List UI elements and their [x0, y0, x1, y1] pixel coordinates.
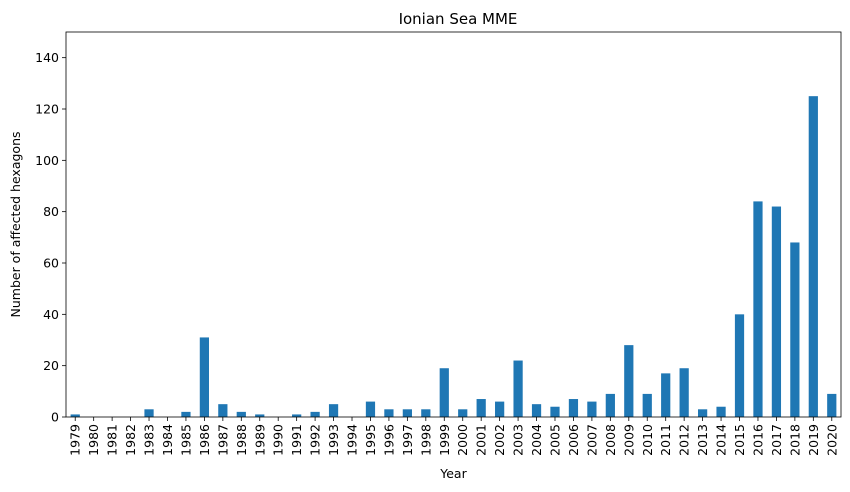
x-tick-label: 1993 — [326, 424, 341, 456]
x-tick-label: 2005 — [547, 424, 562, 456]
x-tick-label: 1989 — [252, 424, 267, 456]
bar-1991 — [292, 414, 302, 417]
x-tick-label: 2020 — [824, 424, 839, 456]
x-axis: 1979 1980 1981 1982 1983 1984 1985 1986 1987 1988… — [68, 417, 839, 456]
x-tick-label: 1994 — [345, 424, 360, 456]
y-axis-label: Number of affected hexagons — [8, 131, 23, 317]
bar-2009 — [624, 345, 634, 417]
bar-2002 — [495, 401, 505, 417]
x-tick-label: 1982 — [123, 424, 138, 456]
bar-1996 — [384, 409, 394, 417]
bar-2010 — [642, 393, 652, 417]
bar-2014 — [716, 406, 726, 417]
plot-frame — [65, 31, 842, 418]
bar-2007 — [587, 401, 597, 417]
bar-2001 — [476, 399, 486, 417]
x-tick-label: 1997 — [400, 424, 415, 456]
bar-1979 — [70, 414, 80, 417]
y-tick-label: 0 — [51, 410, 59, 425]
x-tick-label: 1979 — [68, 424, 83, 456]
x-tick-label: 1998 — [418, 424, 433, 456]
x-tick-label: 1999 — [437, 424, 452, 456]
x-tick-label: 2002 — [492, 424, 507, 456]
x-tick-label: 2003 — [511, 424, 526, 456]
x-tick-label: 2012 — [677, 424, 692, 456]
x-tick-label: 1996 — [381, 424, 396, 456]
bar-1985 — [181, 411, 191, 417]
bar-1992 — [310, 411, 320, 417]
x-tick-label: 2017 — [769, 424, 784, 456]
x-tick-label: 1984 — [160, 424, 175, 456]
bar-2015 — [734, 314, 745, 417]
bar-2003 — [513, 360, 523, 417]
bar-2017 — [771, 206, 782, 417]
x-tick-label: 2009 — [621, 424, 636, 456]
chart-title: Ionian Sea MME — [399, 10, 518, 28]
bar-1983 — [144, 409, 154, 417]
y-tick-label: 80 — [43, 204, 59, 219]
x-tick-label: 2006 — [566, 424, 581, 456]
x-tick-label: 2019 — [806, 424, 821, 456]
bar-2018 — [790, 242, 800, 417]
x-tick-label: 1985 — [178, 424, 193, 456]
bar-1997 — [402, 409, 412, 417]
bar-1988 — [236, 411, 246, 417]
bar-1986 — [199, 337, 210, 417]
x-tick-label: 1981 — [105, 424, 120, 456]
y-tick-label: 120 — [35, 102, 59, 117]
x-tick-label: 2004 — [529, 424, 544, 456]
bar-2019 — [808, 96, 818, 418]
x-tick-label: 2000 — [455, 424, 470, 456]
bar-1993 — [328, 404, 339, 417]
x-tick-label: 2014 — [714, 424, 729, 456]
x-tick-label: 1995 — [363, 424, 378, 456]
bars-group — [70, 96, 837, 418]
x-tick-label: 2016 — [750, 424, 765, 456]
x-tick-label: 1986 — [197, 424, 212, 456]
bar-2020 — [827, 393, 837, 417]
x-tick-label: 2007 — [584, 424, 599, 456]
x-tick-label: 1987 — [215, 424, 230, 456]
x-tick-label: 2013 — [695, 424, 710, 456]
bar-1999 — [439, 368, 449, 417]
y-tick-label: 60 — [43, 256, 59, 271]
bar-1987 — [218, 404, 228, 417]
x-tick-label: 1980 — [86, 424, 101, 456]
bar-2004 — [531, 404, 542, 417]
bar-2011 — [661, 373, 671, 417]
bar-1989 — [255, 414, 265, 417]
x-tick-label: 1983 — [142, 424, 157, 456]
bar-2016 — [753, 201, 763, 417]
x-tick-label: 1991 — [289, 424, 304, 456]
y-tick-label: 20 — [43, 358, 59, 373]
y-axis: 0 20 40 60 80 100 120 140 — [35, 50, 66, 425]
y-tick-label: 140 — [35, 50, 59, 65]
x-tick-label: 2011 — [658, 424, 673, 456]
x-tick-label: 2015 — [732, 424, 747, 456]
bar-2006 — [568, 399, 579, 417]
bar-2013 — [697, 409, 708, 417]
x-tick-label: 2010 — [640, 424, 655, 456]
bar-2012 — [679, 368, 689, 417]
bar-1998 — [421, 409, 431, 417]
x-tick-label: 2008 — [603, 424, 618, 456]
bar-2000 — [458, 409, 468, 417]
x-tick-label: 2018 — [787, 424, 802, 456]
x-tick-label: 1988 — [234, 424, 249, 456]
y-tick-label: 40 — [43, 307, 59, 322]
y-tick-label: 100 — [35, 153, 59, 168]
x-tick-label: 1992 — [308, 424, 323, 456]
bar-2005 — [550, 406, 560, 417]
bar-1995 — [365, 401, 376, 417]
x-tick-label: 1990 — [271, 424, 286, 456]
bar-2008 — [605, 393, 615, 417]
x-tick-label: 2001 — [474, 424, 489, 456]
x-axis-label: Year — [439, 466, 467, 481]
